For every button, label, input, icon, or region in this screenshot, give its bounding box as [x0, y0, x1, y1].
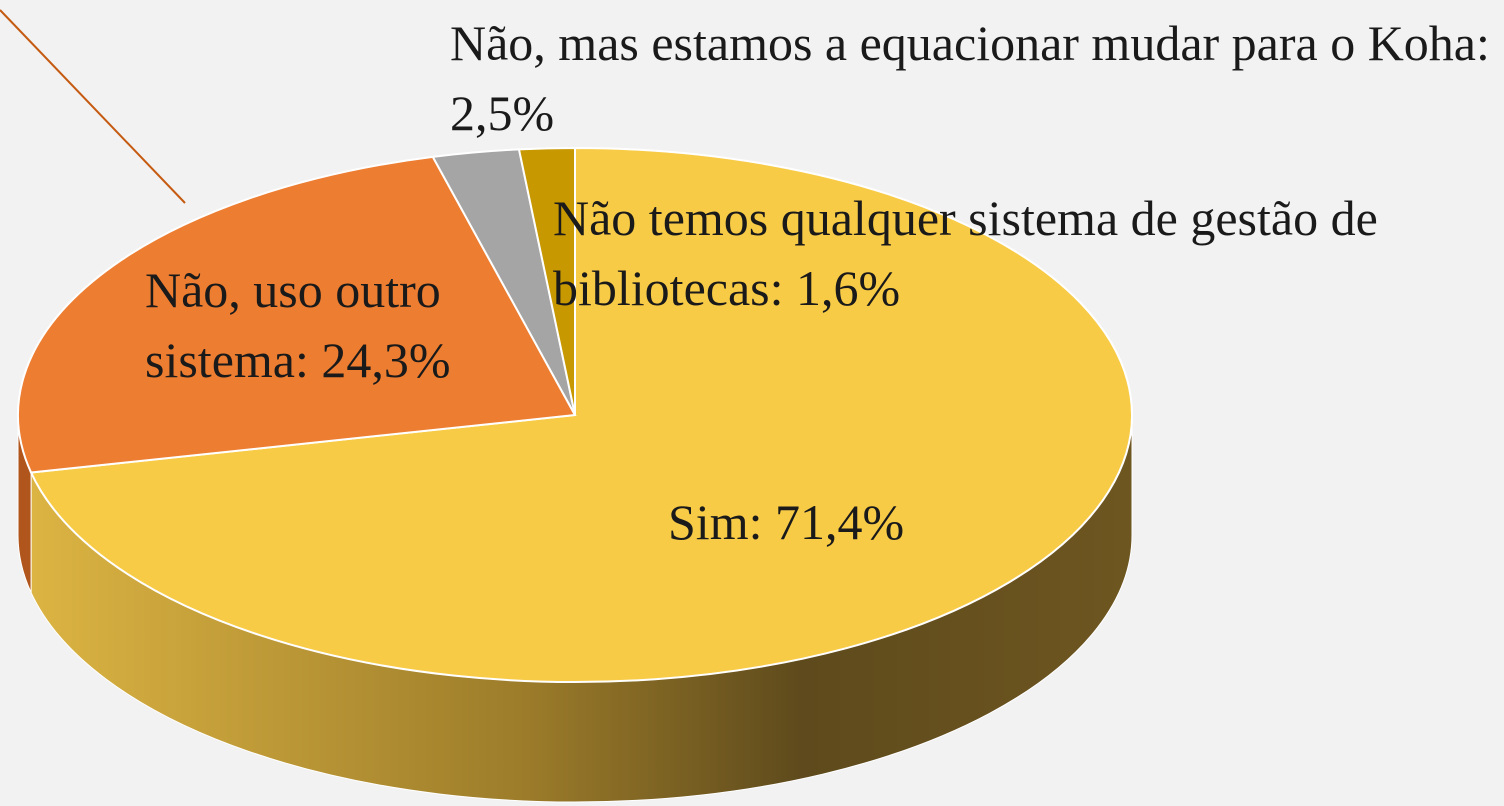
- data-label: Não, uso outro sistema: 24,3%: [145, 262, 451, 388]
- pie-slice: [517, 146, 576, 416]
- leader-line: [0, 9, 186, 204]
- pie-tops: [17, 146, 1133, 683]
- data-label: Não, mas estamos a equacionar mudar para…: [450, 15, 1490, 141]
- data-label: Não temos qualquer sistema de gestão de …: [553, 190, 1378, 316]
- pie-slice: [29, 146, 1133, 683]
- data-label: Sim: 71,4%: [668, 494, 905, 550]
- pie-slice: [17, 155, 577, 474]
